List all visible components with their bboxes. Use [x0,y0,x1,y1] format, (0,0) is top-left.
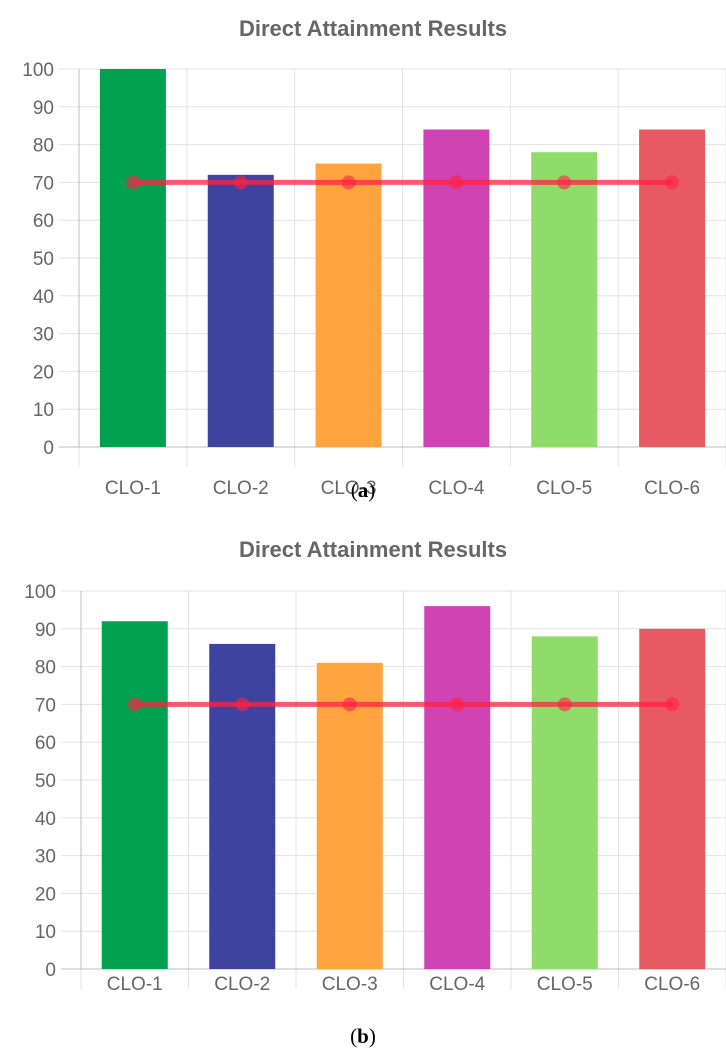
y-tick-label: 60 [35,733,56,754]
y-tick-label: 80 [35,658,56,679]
chart-b: Direct Attainment Results 0 10 20 30 40 50 60 70… [24,537,726,995]
bar-clo-4 [424,606,491,969]
y-tick-label: 100 [22,60,54,81]
x-tick-label: CLO-2 [214,974,270,995]
threshold-point [125,175,140,190]
chart-title: Direct Attainment Results [239,537,507,562]
caption-b: (b) [350,1024,376,1048]
y-tick-label: 70 [33,173,54,194]
bar-clo-5 [531,152,598,447]
y-tick-label: 0 [43,438,54,459]
bar-clo-1 [99,69,166,447]
threshold-point [341,175,356,190]
threshold-point [127,697,142,712]
threshold-point [449,175,464,190]
chart-panel-a: Direct Attainment Results 0 10 20 30 40 50 60 70… [22,16,726,502]
y-tick-label: 0 [45,960,56,981]
y-tick-label: 10 [33,400,54,421]
caption-a: (a) [350,478,376,502]
x-tick-label: CLO-2 [213,478,269,499]
x-tick-label: CLO-1 [107,974,163,995]
x-tick-label: CLO-4 [429,974,485,995]
x-tick-label: CLO-1 [105,478,161,499]
chart-title: Direct Attainment Results [239,16,507,41]
x-tick-label: CLO-4 [428,478,484,499]
y-tick-label: 30 [33,325,54,346]
x-tick-label: CLO-5 [537,974,593,995]
y-tick-label: 20 [33,362,54,383]
threshold-point [233,175,248,190]
y-tick-label: 70 [35,695,56,716]
y-tick-label: 40 [35,809,56,830]
chart-a: Direct Attainment Results 0 10 20 30 40 50 60 70… [22,16,726,499]
bar-clo-5 [531,636,598,969]
bar-clo-2 [207,174,274,447]
bar-clo-6 [639,628,706,969]
x-tick-label: CLO-6 [644,478,700,499]
y-tick-label: 50 [33,249,54,270]
bar-clo-1 [101,621,168,969]
x-tick-label: CLO-3 [322,974,378,995]
chart-panel-b: Direct Attainment Results 0 10 20 30 40 50 60 70… [0,527,726,1053]
y-tick-label: 30 [35,847,56,868]
threshold-point [450,697,465,712]
y-tick-label: 60 [33,211,54,232]
threshold-point [235,697,250,712]
x-tick-label: CLO-6 [644,974,700,995]
y-tick-label: 50 [35,771,56,792]
x-tick-label: CLO-3 [321,478,377,499]
bar-clo-2 [209,643,276,969]
y-tick-label: 100 [24,582,56,603]
threshold-point [665,697,680,712]
bars [101,606,706,969]
y-tick-label: 90 [33,98,54,119]
y-tick-label: 10 [35,922,56,943]
bar-clo-3 [316,662,383,969]
y-tick-label: 90 [35,620,56,641]
y-tick-label: 80 [33,136,54,157]
threshold-point [557,175,572,190]
threshold-point [342,697,357,712]
grid [61,590,726,989]
threshold-point [665,175,680,190]
bar-clo-3 [315,163,382,447]
x-tick-label: CLO-5 [536,478,592,499]
y-tick-label: 20 [35,884,56,905]
threshold-point [557,697,572,712]
y-tick-label: 40 [33,287,54,308]
